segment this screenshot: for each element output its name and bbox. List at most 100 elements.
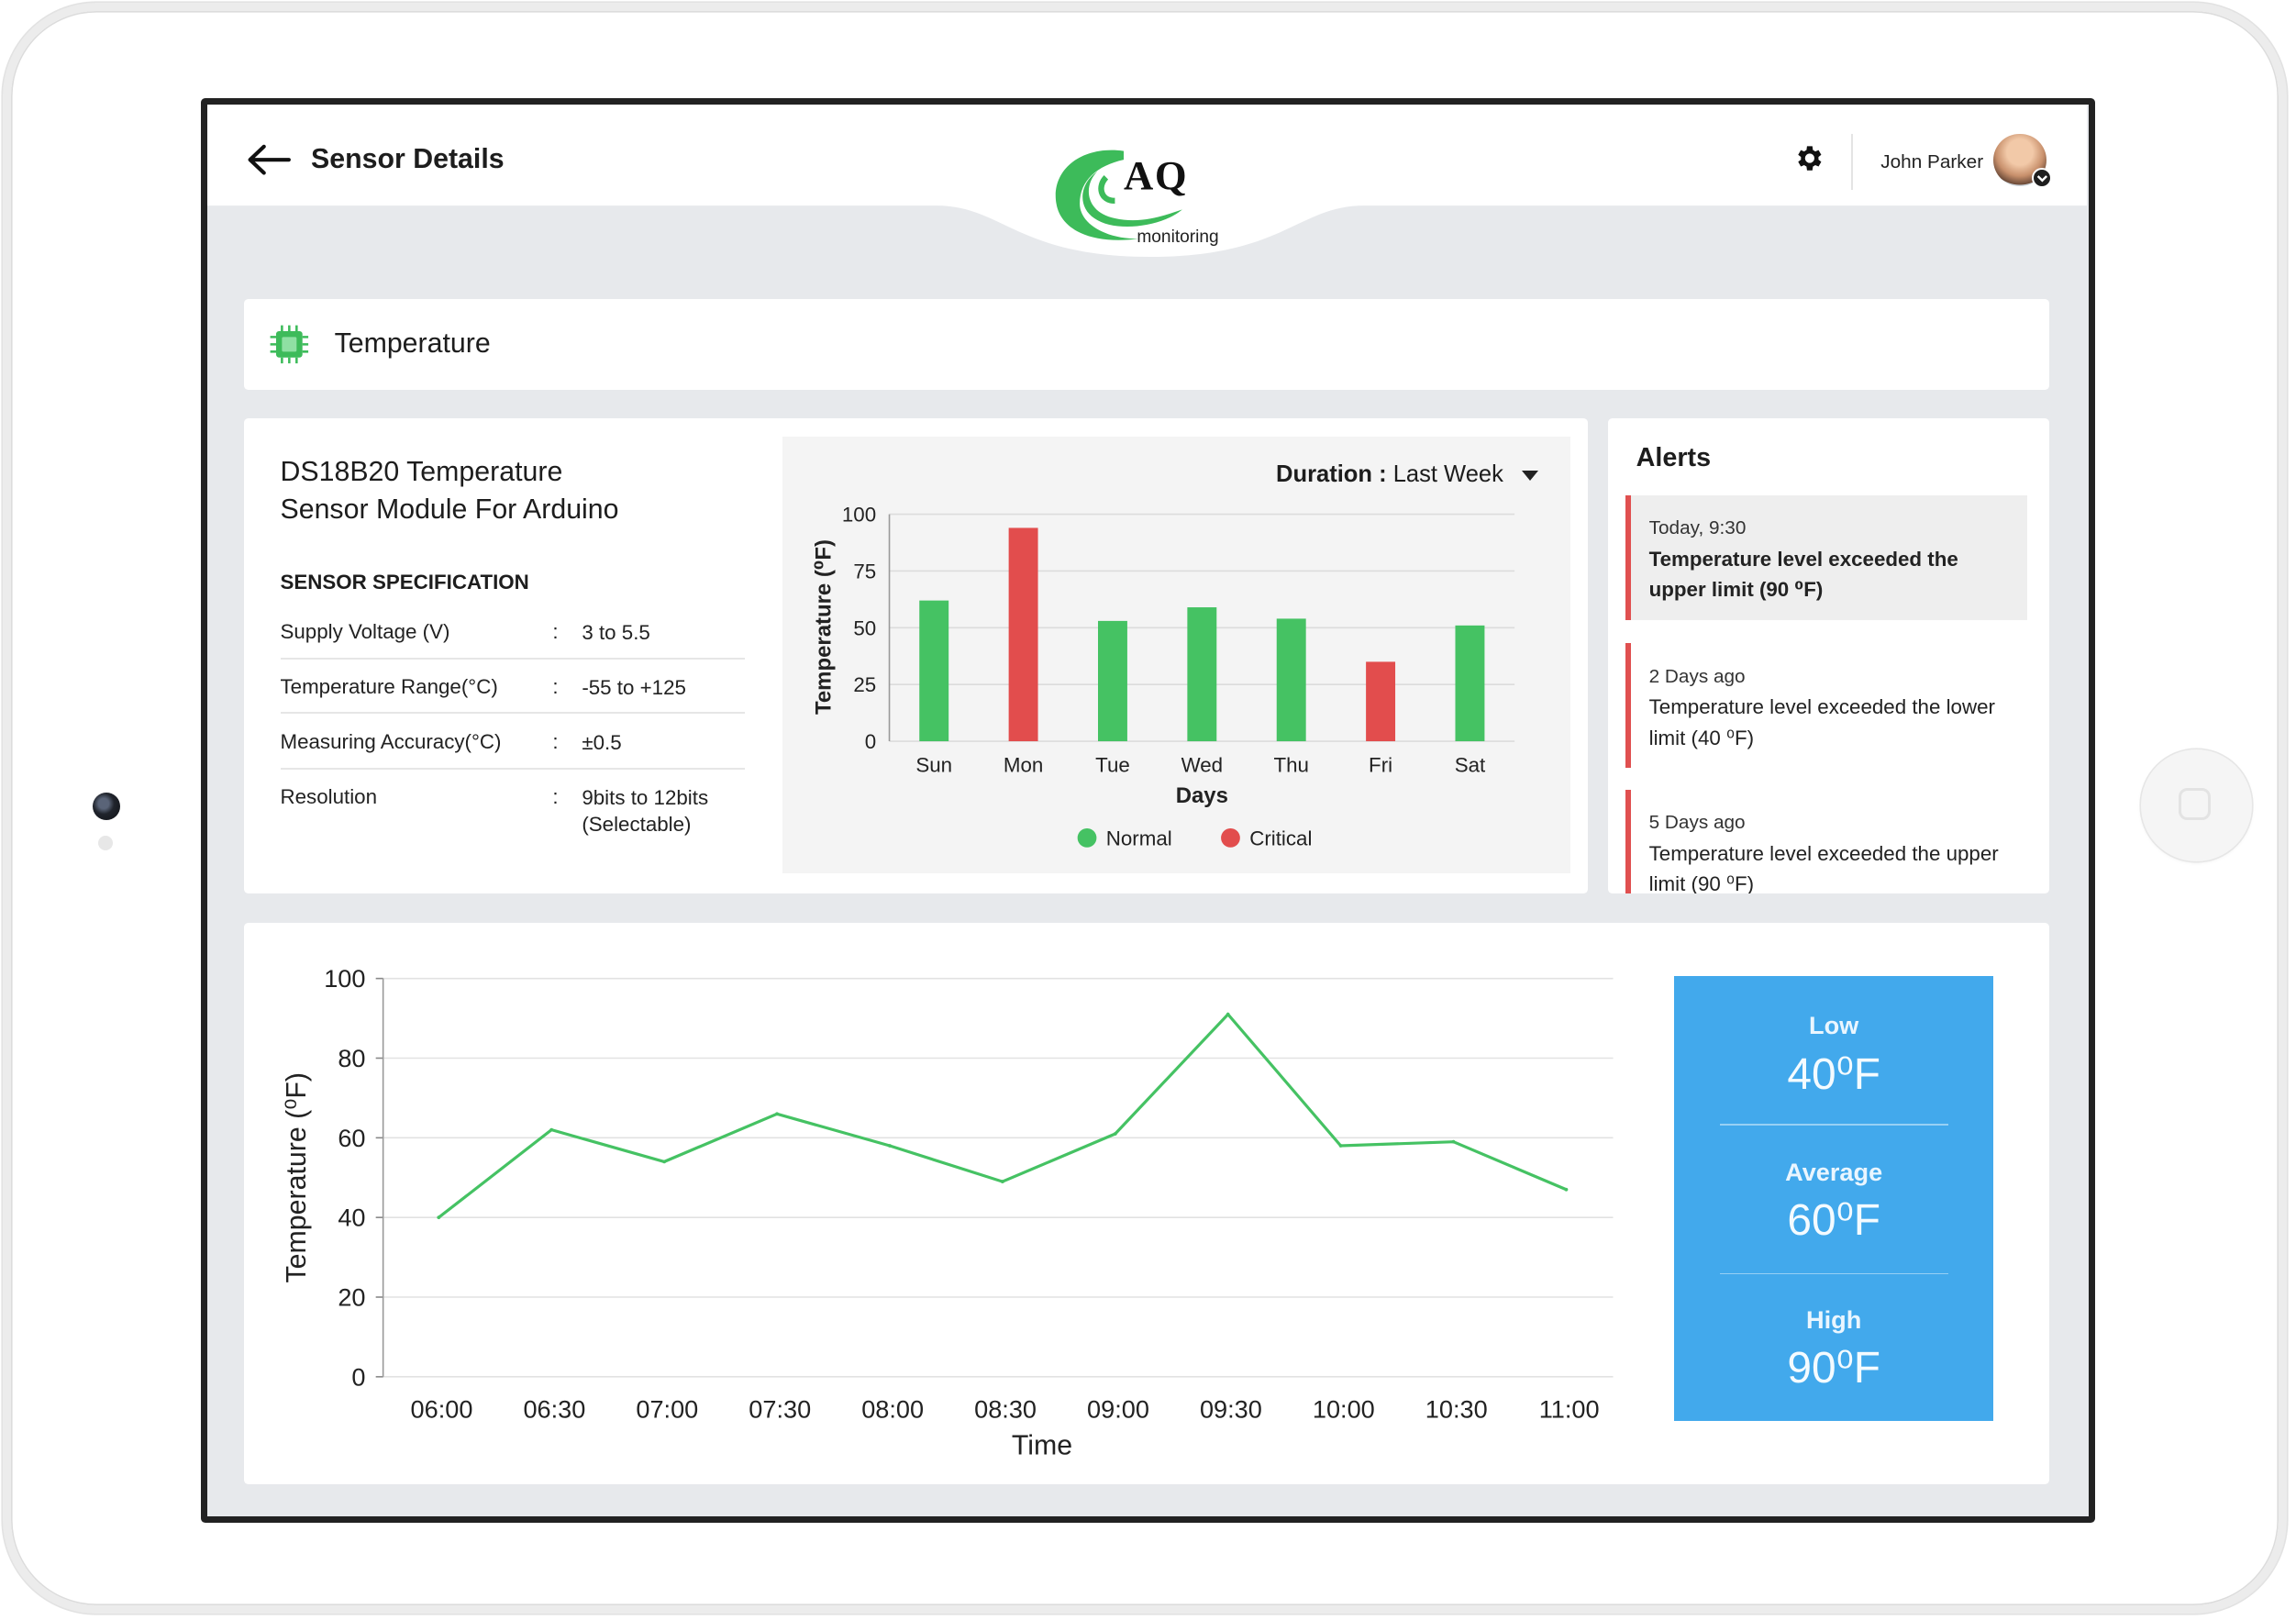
y-axis-label: Temperature (⁰F)	[812, 539, 837, 715]
weekly-chart-panel: Duration : Last Week 0 25 50 75 100 Sun Mon Tue…	[782, 437, 1570, 873]
spec-value: ±0.5	[582, 730, 622, 754]
home-button-square	[2179, 787, 2212, 820]
legend-marker	[1077, 828, 1097, 849]
data-point	[1451, 1140, 1456, 1144]
spec-sep: :	[552, 785, 559, 809]
x-tick-label: Fri	[1369, 754, 1392, 777]
x-tick-label: 07:30	[749, 1395, 811, 1424]
x-tick-label: 08:30	[974, 1395, 1037, 1424]
alert-message: Temperature level exceeded the upper lim…	[1648, 841, 1999, 894]
caret-down-icon	[1521, 471, 1538, 481]
weekly-bar-chart: 0 25 50 75 100 Sun Mon Tue Wed Thu Fri Sat Days Tempe…	[812, 504, 1515, 850]
y-tick-label: 0	[865, 730, 876, 753]
back-arrow-icon[interactable]	[245, 142, 292, 177]
stats-panel: Low 40⁰F Average 60⁰F High 90⁰F	[1674, 975, 1994, 1421]
home-button[interactable]	[2140, 749, 2253, 861]
alert-time: Today, 9:30	[1648, 517, 1747, 539]
stat-average: Average 60⁰F	[1674, 1158, 1993, 1247]
spec-divider	[280, 712, 745, 714]
alert-time: 2 Days ago	[1648, 665, 1746, 687]
spec-sep: :	[552, 729, 559, 753]
sensor-type-bar: Temperature	[243, 299, 2049, 391]
bar	[919, 600, 949, 742]
bar	[1276, 618, 1306, 742]
x-tick-label: 09:30	[1200, 1395, 1262, 1424]
x-tick-label: Tue	[1095, 754, 1130, 777]
y-tick-label: 75	[853, 560, 876, 583]
user-name[interactable]: John Parker	[1880, 151, 1984, 173]
x-tick-label: 06:00	[410, 1395, 472, 1424]
stat-low: Low 40⁰F	[1674, 1011, 1993, 1100]
spec-divider	[280, 768, 745, 770]
x-axis-label: Time	[1011, 1431, 1071, 1461]
chevron-down-icon[interactable]	[2031, 167, 2053, 188]
stat-divider	[1719, 1272, 1948, 1275]
stat-value: 60⁰F	[1787, 1196, 1881, 1246]
x-tick-label: 08:00	[861, 1395, 924, 1424]
x-tick-label: Thu	[1273, 754, 1308, 777]
x-axis-label: Days	[1176, 783, 1228, 808]
settings-gear-icon[interactable]	[1792, 142, 1825, 174]
data-point	[1338, 1144, 1343, 1148]
stat-divider	[1719, 1123, 1948, 1126]
stat-label: Average	[1785, 1157, 1883, 1186]
header-background	[206, 104, 2088, 257]
x-tick-label: 06:30	[523, 1395, 585, 1424]
bar	[1008, 527, 1038, 742]
temperature-trend-card: 0 20 40 60 80 100 06:00 06:30 07:00 07:30 08:00 08:…	[243, 923, 2049, 1484]
logo-subtitle: monitoring	[1137, 227, 1219, 248]
logo-text: AQ	[1123, 152, 1189, 199]
duration-value: Last Week	[1392, 461, 1503, 488]
x-tick-label: 09:00	[1087, 1395, 1149, 1424]
alerts-card: Alerts Today, 9:30 Temperature level exc…	[1608, 417, 2049, 894]
x-tick-label: 10:30	[1425, 1395, 1487, 1424]
data-point	[661, 1160, 666, 1164]
data-point	[774, 1112, 779, 1116]
y-tick-label: 50	[853, 617, 876, 640]
x-tick-label: Wed	[1181, 754, 1224, 777]
x-tick-label: Sun	[915, 754, 952, 777]
legend-label: Normal	[1106, 827, 1172, 850]
data-point	[549, 1128, 553, 1132]
sensor-name-line2: Sensor Module For Arduino	[280, 494, 619, 526]
spec-label: Supply Voltage (V)	[280, 619, 450, 643]
y-axis-label: Temperature (⁰F)	[282, 1072, 312, 1282]
y-tick-label: 25	[853, 673, 876, 696]
spec-sep: :	[552, 675, 559, 699]
x-tick-label: Sat	[1455, 754, 1486, 777]
spec-label: Temperature Range(°C)	[280, 675, 498, 699]
spec-divider	[280, 658, 745, 660]
stat-value: 40⁰F	[1787, 1049, 1881, 1099]
spec-sep: :	[552, 619, 559, 643]
duration-dropdown[interactable]: Duration : Last Week	[1276, 461, 1538, 488]
data-point	[1113, 1132, 1117, 1137]
alert-item[interactable]: Today, 9:30 Temperature level exceeded t…	[1625, 495, 2027, 620]
series-line	[437, 1012, 1567, 1219]
bar	[1187, 607, 1217, 742]
y-tick-label: 80	[338, 1044, 365, 1072]
aq-logo-swoosh	[1055, 150, 1182, 241]
y-tick-label: 60	[338, 1124, 365, 1152]
app-screen: Sensor Details AQ monitoring John Parker	[200, 97, 2096, 1524]
y-tick-label: 100	[842, 504, 876, 527]
alert-time: 5 Days ago	[1648, 812, 1746, 834]
sensor-name: DS18B20 Temperature Sensor Module For Ar…	[281, 453, 619, 529]
stat-label: Low	[1809, 1011, 1859, 1040]
y-tick-label: 40	[338, 1204, 365, 1232]
stat-high: High 90⁰F	[1674, 1305, 1993, 1394]
temperature-line-chart: 0 20 40 60 80 100 06:00 06:30 07:00 07:30 08:00 08:…	[282, 965, 1614, 1461]
alert-item[interactable]: 2 Days ago Temperature level exceeded th…	[1625, 643, 2026, 768]
duration-label: Duration :	[1276, 461, 1387, 488]
y-tick-label: 100	[324, 965, 365, 993]
data-point	[1226, 1013, 1230, 1016]
stat-value: 90⁰F	[1787, 1344, 1881, 1393]
sensor-name-line1: DS18B20 Temperature	[280, 456, 563, 487]
data-point	[436, 1215, 440, 1220]
alert-message: Temperature level exceeded the lower lim…	[1648, 695, 1995, 749]
alert-item[interactable]: 5 Days ago Temperature level exceeded th…	[1625, 789, 2026, 894]
x-tick-label: 11:00	[1538, 1395, 1599, 1424]
spec-value: -55 to +125	[582, 676, 686, 700]
x-tick-label: 10:00	[1312, 1395, 1374, 1424]
legend-label: Critical	[1249, 827, 1312, 850]
bar	[1455, 626, 1485, 742]
